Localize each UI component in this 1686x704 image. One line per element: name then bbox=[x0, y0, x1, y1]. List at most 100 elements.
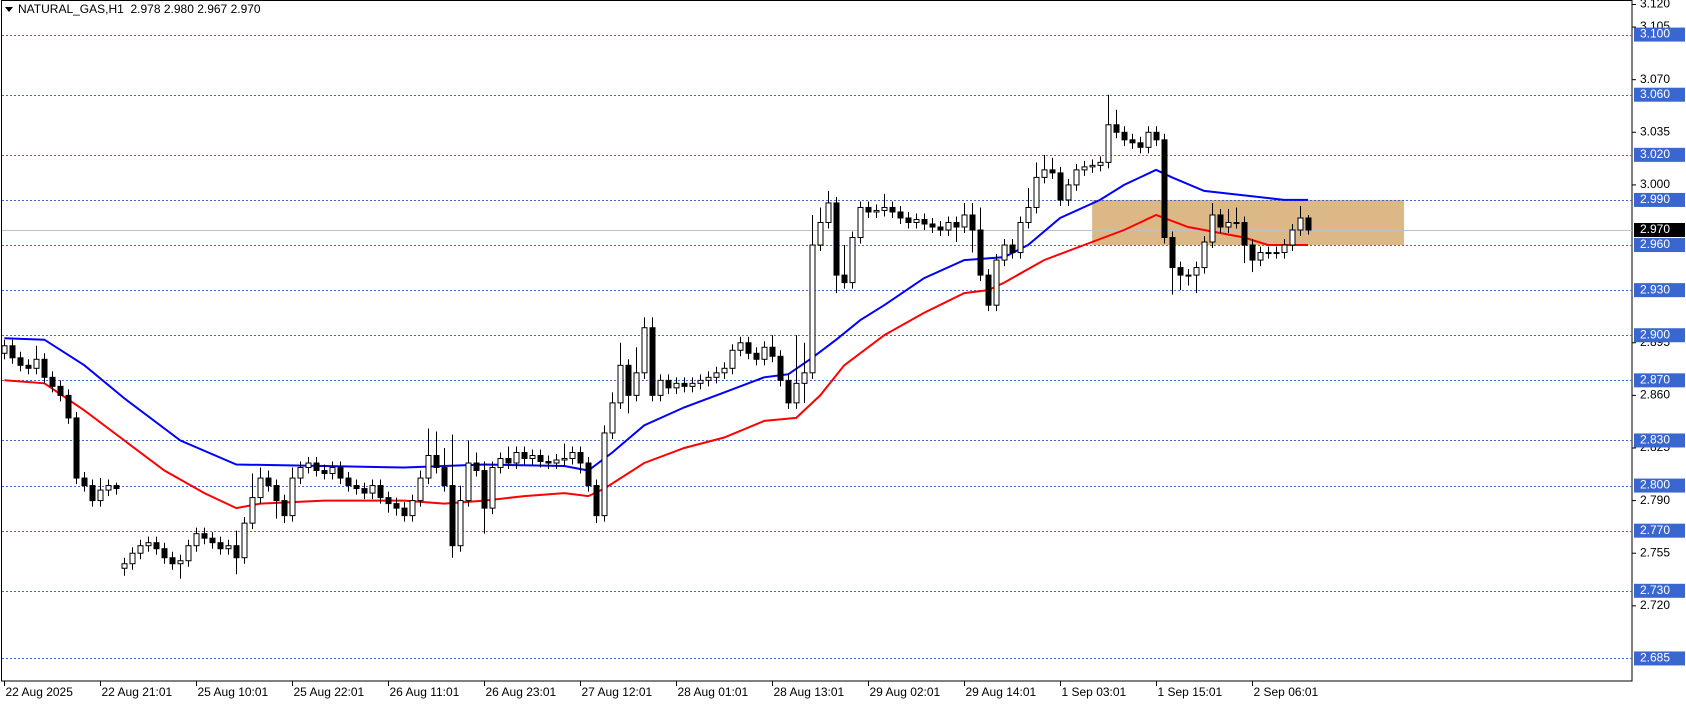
current-price-box bbox=[1634, 223, 1685, 238]
candle-body-up bbox=[689, 382, 696, 387]
level-label-box bbox=[1634, 87, 1685, 102]
candle-body-down bbox=[449, 485, 456, 547]
y-tick-label: 2.790 bbox=[1640, 493, 1670, 507]
candle-body-up bbox=[673, 382, 680, 389]
candle-body-up bbox=[1201, 241, 1208, 269]
candle-body-up bbox=[1001, 244, 1008, 261]
candle-body-down bbox=[209, 537, 216, 544]
candle-body-up bbox=[417, 477, 424, 502]
x-tick-label: 29 Aug 14:01 bbox=[966, 685, 1037, 699]
candle-body-up bbox=[257, 477, 264, 499]
candle-body-down bbox=[681, 382, 688, 387]
candle-body-down bbox=[377, 485, 384, 499]
zone bbox=[1092, 199, 1405, 246]
candle-body-down bbox=[937, 226, 944, 231]
candle-body-down bbox=[865, 206, 872, 213]
moving-average-line bbox=[4, 168, 1309, 472]
candle-body-up bbox=[1273, 252, 1280, 255]
candle-body-down bbox=[265, 477, 272, 487]
candle-body-up bbox=[409, 500, 416, 517]
candle-body-down bbox=[337, 467, 344, 479]
candle-body-down bbox=[665, 379, 672, 389]
candle-body-up bbox=[761, 346, 768, 360]
candle-body-up bbox=[241, 522, 248, 559]
candle-body-down bbox=[401, 507, 408, 517]
moving-average-line bbox=[4, 213, 1309, 510]
candle-body-down bbox=[1305, 217, 1312, 231]
level-label: 2.930 bbox=[1640, 282, 1670, 296]
menu-triangle[interactable] bbox=[5, 7, 13, 12]
x-tick-label: 29 Aug 02:01 bbox=[870, 685, 941, 699]
candle-body-up bbox=[849, 237, 856, 284]
chart-header: NATURAL_GAS,H1 2.978 2.980 2.967 2.970 bbox=[18, 2, 261, 16]
level-label-box bbox=[1634, 373, 1685, 388]
level-label-box bbox=[1634, 283, 1685, 298]
level-label-box bbox=[1634, 147, 1685, 162]
candle-body-up bbox=[993, 259, 1000, 306]
candle-body-down bbox=[625, 364, 632, 396]
candle-body-down bbox=[577, 451, 584, 464]
x-tick-label: 22 Aug 2025 bbox=[6, 685, 74, 699]
candle-body-up bbox=[137, 545, 144, 554]
candle-body-down bbox=[153, 542, 160, 550]
candle-body-up bbox=[1233, 221, 1240, 224]
level-label: 2.990 bbox=[1640, 192, 1670, 206]
candle-body-up bbox=[369, 485, 376, 494]
candle-body-up bbox=[1, 345, 8, 354]
candle-body-down bbox=[361, 488, 368, 494]
candle-body-down bbox=[1217, 214, 1224, 228]
candle-body-down bbox=[321, 470, 328, 475]
candle-body-up bbox=[289, 477, 296, 517]
candle-body-down bbox=[585, 462, 592, 487]
candle-body-up bbox=[809, 244, 816, 374]
candle-body-up bbox=[561, 458, 568, 461]
y-tick-label: 2.720 bbox=[1640, 598, 1670, 612]
candle-body-down bbox=[769, 346, 776, 357]
candle-body-up bbox=[297, 467, 304, 479]
candle-body-down bbox=[537, 455, 544, 463]
candle-body-down bbox=[889, 206, 896, 213]
candle-body-down bbox=[985, 274, 992, 306]
candle-body-down bbox=[785, 379, 792, 404]
candle-body-up bbox=[705, 376, 712, 381]
y-tick-label: 3.035 bbox=[1640, 124, 1670, 138]
candle-body-up bbox=[1073, 169, 1080, 186]
candle-body-up bbox=[1065, 184, 1072, 201]
candle-body-up bbox=[425, 455, 432, 479]
x-tick-label: 26 Aug 23:01 bbox=[486, 685, 557, 699]
candle-body-up bbox=[97, 489, 104, 502]
candle-body-down bbox=[1169, 237, 1176, 269]
candle-body-up bbox=[121, 563, 128, 569]
candle-body-up bbox=[633, 372, 640, 396]
candle-body-down bbox=[169, 557, 176, 565]
candle-body-down bbox=[57, 385, 64, 396]
level-label: 2.900 bbox=[1640, 327, 1670, 341]
level-label-box bbox=[1634, 433, 1685, 448]
candle-body-up bbox=[1025, 206, 1032, 223]
candle-body-up bbox=[1089, 164, 1096, 168]
candle-body-up bbox=[801, 372, 808, 384]
x-tick-label: 28 Aug 01:01 bbox=[678, 685, 749, 699]
candle-body-down bbox=[897, 211, 904, 219]
candle-body-down bbox=[89, 485, 96, 502]
candle-body-up bbox=[497, 458, 504, 469]
x-tick-label: 26 Aug 11:01 bbox=[390, 685, 460, 699]
candle-body-up bbox=[177, 560, 184, 565]
x-tick-label: 25 Aug 10:01 bbox=[198, 685, 269, 699]
candle-body-down bbox=[505, 458, 512, 464]
level-label-box bbox=[1634, 328, 1685, 343]
candle-body-down bbox=[433, 455, 440, 469]
candle-body-down bbox=[841, 274, 848, 284]
y-tick-label: 3.120 bbox=[1640, 0, 1670, 11]
candle-body-down bbox=[593, 485, 600, 517]
candle-body-down bbox=[1057, 172, 1064, 201]
candle-body-up bbox=[721, 367, 728, 374]
candle-body-down bbox=[9, 345, 16, 359]
candle-body-down bbox=[17, 357, 24, 366]
candle-body-down bbox=[353, 485, 360, 490]
candle-body-up bbox=[737, 342, 744, 351]
candle-body-up bbox=[529, 455, 536, 460]
candle-body-up bbox=[1281, 244, 1288, 254]
